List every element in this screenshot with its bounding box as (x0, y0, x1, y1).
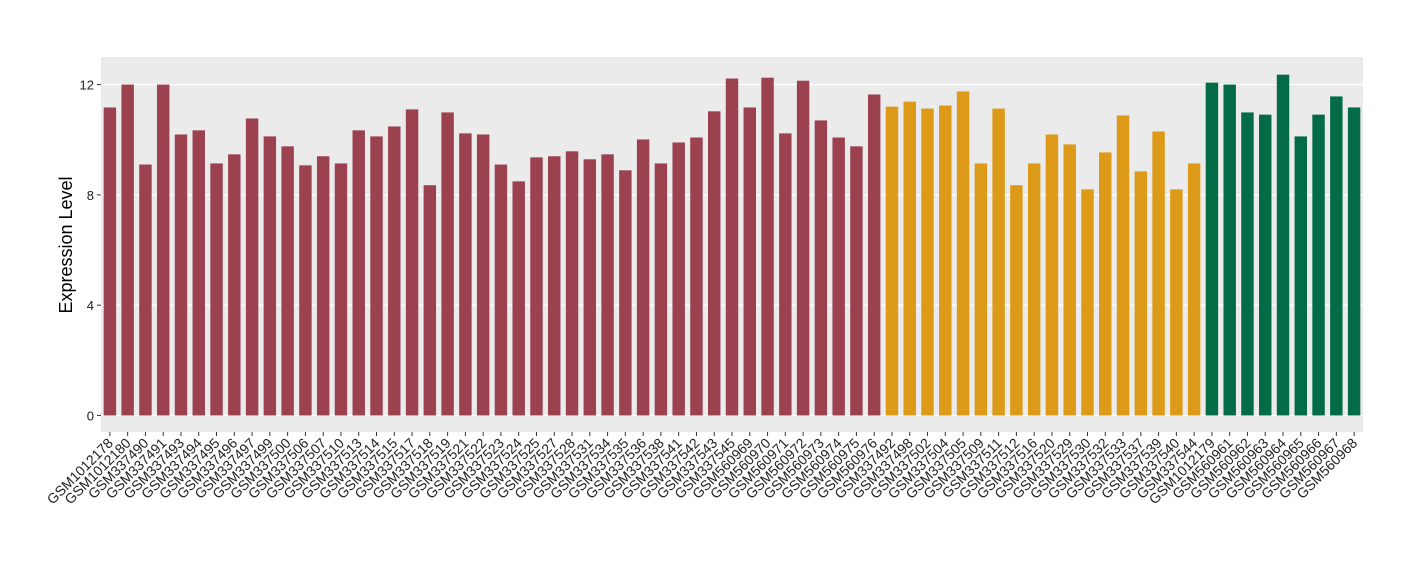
bar (867, 94, 881, 416)
bar (583, 159, 597, 416)
bar (1330, 96, 1343, 416)
bar (814, 120, 828, 416)
bar (1312, 114, 1325, 416)
bar (103, 107, 117, 416)
bar (1063, 144, 1076, 416)
bar (423, 185, 437, 416)
bar (956, 91, 970, 416)
bar (352, 130, 365, 416)
bar (459, 133, 472, 416)
bar (672, 142, 685, 416)
bar (316, 156, 330, 416)
bar (974, 163, 988, 416)
bar (1205, 82, 1219, 416)
bar (1241, 112, 1254, 416)
bar (708, 111, 721, 416)
bar (885, 106, 899, 416)
bar (334, 163, 348, 416)
bar (1045, 134, 1059, 416)
bar (725, 78, 739, 416)
bar (654, 163, 668, 416)
bar (441, 112, 454, 416)
bar (263, 136, 277, 416)
bar (903, 101, 916, 416)
bar (1294, 136, 1308, 416)
bar (796, 80, 810, 416)
bar (245, 118, 259, 416)
bar (1187, 163, 1201, 416)
bar (370, 136, 383, 416)
bar (210, 163, 223, 416)
bar (299, 165, 312, 416)
bar (779, 133, 792, 416)
bar (192, 130, 205, 416)
bar (850, 146, 863, 416)
bar (1134, 171, 1148, 416)
bar (405, 109, 419, 416)
bar (939, 105, 952, 416)
bar (992, 108, 1005, 416)
bar (476, 134, 490, 416)
bar (1116, 115, 1130, 416)
bar (1010, 185, 1023, 416)
bar (636, 139, 650, 416)
bar (1259, 114, 1272, 416)
bar (494, 164, 508, 416)
y-tick-label: 12 (80, 78, 94, 93)
bar (690, 137, 703, 416)
bar (832, 137, 845, 416)
bar (512, 181, 525, 416)
bar (1347, 107, 1361, 416)
bar (761, 77, 774, 416)
bar (121, 84, 134, 416)
y-tick-label: 8 (87, 188, 94, 203)
bar (388, 126, 401, 416)
bar (156, 84, 170, 416)
bar (1170, 189, 1183, 416)
y-tick-label: 4 (87, 298, 94, 313)
bar (139, 164, 152, 416)
bar (601, 154, 614, 416)
bar (281, 146, 294, 416)
bar (743, 107, 756, 416)
y-axis-label: Expression Level (56, 176, 76, 313)
bar (921, 108, 934, 416)
bar (174, 134, 188, 416)
bar (1276, 74, 1290, 416)
bar (1081, 189, 1094, 416)
bar (1027, 163, 1041, 416)
bar (619, 170, 632, 416)
bar (1223, 84, 1236, 416)
bar (548, 156, 561, 416)
bar (530, 157, 543, 416)
bar (1099, 152, 1112, 416)
bar (228, 154, 241, 416)
y-tick-label: 0 (87, 408, 94, 423)
bar (565, 151, 579, 416)
bar (1152, 131, 1165, 416)
